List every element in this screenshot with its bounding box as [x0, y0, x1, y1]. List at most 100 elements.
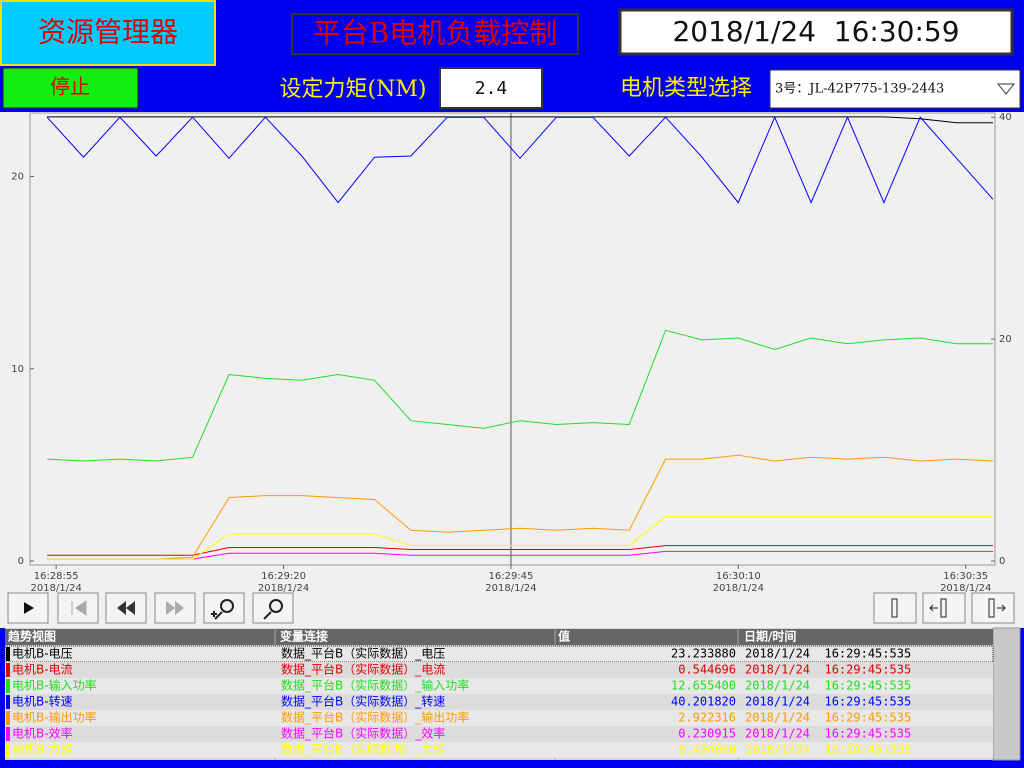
row-datetime: 2018/1/24 16:29:45:535 — [745, 743, 911, 757]
row-color-swatch — [6, 679, 10, 693]
first-icon — [71, 600, 87, 616]
x-tick-date: 2018/1/24 — [31, 583, 82, 594]
row-name: 电机B-效率 — [12, 726, 73, 741]
row-variable: 数据_平台B（实际数据）_输入功率 — [281, 678, 469, 693]
row-name: 电机B-电流 — [12, 663, 73, 677]
table-row[interactable] — [5, 710, 993, 726]
ruler-icon — [891, 598, 898, 618]
table-header-cell: 日期/时间 — [744, 629, 796, 644]
table-row[interactable] — [5, 742, 993, 758]
series-line — [47, 516, 993, 560]
x-tick-label: 16:28:55 — [34, 571, 79, 582]
row-value: 40.201820 — [671, 695, 736, 709]
y2-tick-label: 0 — [999, 556, 1005, 567]
torque-input[interactable] — [439, 67, 543, 109]
row-value: 0.230915 — [678, 727, 736, 741]
row-value: 23.233880 — [671, 647, 736, 661]
row-variable: 数据_平台B（实际数据）_效率 — [281, 726, 445, 741]
zoom-in-button[interactable] — [203, 592, 245, 624]
table-row[interactable] — [5, 662, 993, 678]
rewind-icon — [117, 601, 135, 615]
table-row[interactable] — [5, 726, 993, 742]
datetime-box — [618, 8, 1014, 56]
cursor-right-button[interactable] — [971, 592, 1015, 624]
y-tick-label: 20 — [11, 172, 24, 183]
torque-value: 2.4 — [475, 78, 508, 99]
row-color-swatch — [6, 663, 10, 677]
table-row[interactable] — [5, 694, 993, 710]
row-name: 电机B-输出功率 — [12, 710, 97, 725]
y2-tick-label: 40 — [999, 112, 1012, 123]
stop-label: 停止 — [50, 75, 90, 99]
row-value: 12.655400 — [671, 679, 736, 693]
row-color-swatch — [6, 727, 10, 741]
ruler-button[interactable] — [873, 592, 917, 624]
row-datetime: 2018/1/24 16:29:45:535 — [745, 711, 911, 725]
forward-icon — [166, 601, 184, 615]
x-tick-label: 16:30:35 — [943, 571, 988, 582]
explorer-label: 资源管理器 — [38, 16, 178, 49]
cursor-right-icon — [988, 598, 995, 618]
datetime: 2018/1/24 16:30:59 — [672, 15, 959, 48]
table-header — [5, 629, 993, 645]
play-icon — [24, 602, 34, 614]
row-name: 电机B-力矩 — [12, 743, 73, 757]
row-name: 电机B-输入功率 — [12, 678, 97, 693]
explorer-button[interactable] — [0, 0, 216, 66]
table-header-cell: 变量连接 — [280, 629, 328, 644]
row-variable: 数据_平台B（实际数据）_电流 — [281, 662, 445, 677]
cursor-left-arrow — [929, 604, 938, 612]
zoom-in-icon — [220, 599, 234, 613]
row-value: 2.922316 — [678, 711, 736, 725]
title-box — [291, 13, 579, 55]
row-variable: 数据_平台B（实际数据）_电压 — [281, 646, 445, 661]
x-tick-label: 16:30:10 — [716, 571, 761, 582]
x-tick-label: 16:29:20 — [261, 571, 306, 582]
y-tick-label: 0 — [18, 556, 24, 567]
x-tick-label: 16:29:45 — [488, 571, 533, 582]
row-datetime: 2018/1/24 16:29:45:535 — [745, 663, 911, 677]
row-datetime: 2018/1/24 16:29:45:535 — [745, 647, 911, 661]
row-datetime: 2018/1/24 16:29:45:535 — [745, 727, 911, 741]
row-value: 0.544696 — [678, 663, 736, 677]
dropdown-arrow — [996, 83, 1016, 95]
table-row[interactable] — [5, 678, 993, 694]
y2-tick-label: 20 — [999, 334, 1012, 345]
zoom-out-button[interactable] — [252, 592, 294, 624]
zoom-out-handle — [263, 611, 272, 620]
row-color-swatch — [6, 743, 10, 757]
row-name: 电机B-转速 — [12, 694, 73, 709]
stop-button[interactable] — [2, 67, 139, 109]
row-datetime: 2018/1/24 16:29:45:535 — [745, 679, 911, 693]
row-variable: 数据_平台B（实际数据）_力矩 — [281, 742, 445, 757]
zoom-out-icon — [269, 599, 283, 613]
x-tick-date: 2018/1/24 — [713, 583, 764, 594]
plot-area — [29, 112, 996, 566]
y-tick-label: 10 — [11, 364, 24, 375]
x-tick-date: 2018/1/24 — [940, 583, 991, 594]
x-tick-date: 2018/1/24 — [258, 583, 309, 594]
row-variable: 数据_平台B（实际数据）_转速 — [281, 694, 445, 709]
motor-type-value: 3号：JL-42P775-139-2443 — [775, 82, 944, 97]
motor-type-label: 电机类型选择 — [620, 76, 752, 101]
motor-type-select[interactable] — [769, 69, 1021, 109]
series-line — [46, 115, 994, 204]
row-datetime: 2018/1/24 16:29:45:535 — [745, 695, 911, 709]
torque-label: 设定力矩(NM) — [280, 77, 427, 102]
row-value: 0.494060 — [678, 743, 736, 757]
table-scrollbar[interactable] — [992, 627, 1021, 761]
zoom-in-handle — [211, 611, 223, 620]
toolbar — [7, 592, 1015, 624]
series-line — [47, 329, 993, 462]
table-header-cell: 值 — [558, 629, 570, 644]
row-color-swatch — [6, 647, 10, 661]
series-line — [47, 545, 993, 556]
table-header-cell: 趋势视图 — [8, 629, 56, 644]
series-line — [47, 550, 993, 560]
series-line — [47, 454, 994, 560]
x-tick-date: 2018/1/24 — [485, 583, 536, 594]
row-color-swatch — [6, 711, 10, 725]
row-variable: 数据_平台B（实际数据）_输出功率 — [281, 710, 469, 725]
